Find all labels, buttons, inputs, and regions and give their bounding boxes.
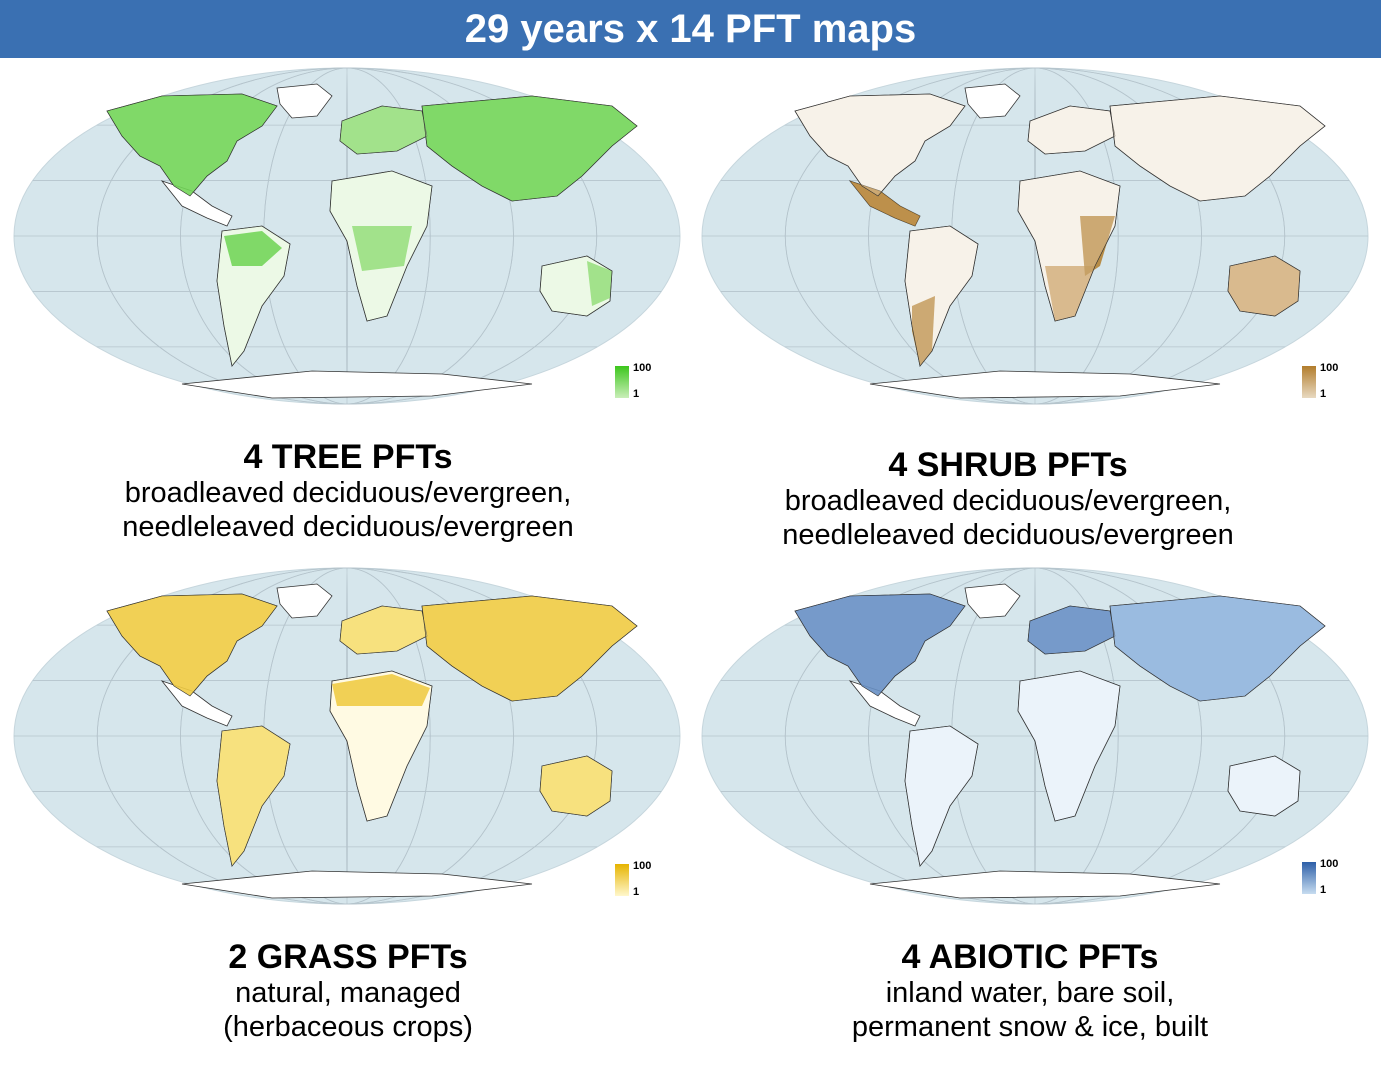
grass-caption-line-2: (herbaceous crops) [223, 1011, 473, 1043]
grass-map-coverage-aus [540, 756, 612, 816]
grass-map-land-ant [181, 870, 533, 899]
tree-legend-max: 100 [633, 362, 652, 374]
tree-map-speckle-afr [329, 170, 433, 322]
banner-title: 29 years x 14 PFT maps [0, 0, 1381, 58]
tree-legend-min: 1 [633, 388, 640, 400]
tree-caption: 4 TREE PFTs broadleaved deciduous/evergr… [8, 438, 688, 544]
abiotic-map-speckle-eu [1027, 605, 1116, 655]
grass-map-speckle-afr [329, 670, 433, 822]
abiotic-map [700, 566, 1370, 906]
abiotic-map-coverage-eu [1028, 606, 1115, 654]
shrub-map-coverage-sam-s [912, 296, 935, 366]
tree-map [12, 66, 682, 406]
grass-map [12, 566, 682, 906]
shrub-legend: 100 1 [1302, 362, 1381, 412]
abiotic-legend-max: 100 [1320, 858, 1339, 870]
tree-map-coverage-aus-e [587, 261, 612, 306]
shrub-caption: 4 SHRUB PFTs broadleaved deciduous/everg… [668, 446, 1348, 552]
grass-map-land-gl [276, 583, 333, 619]
tree-legend: 100 1 [615, 362, 695, 412]
abiotic-caption-title: 4 ABIOTIC PFTs [901, 938, 1159, 976]
shrub-map-speckle-na [794, 93, 966, 197]
tree-map-land-ant [181, 370, 533, 399]
grass-legend-max: 100 [633, 860, 652, 872]
tree-map-coverage-afr-c [352, 226, 412, 271]
shrub-map-coverage-aus [1228, 256, 1300, 316]
tree-caption-title: 4 TREE PFTs [243, 438, 453, 476]
abiotic-map-speckle-na [794, 593, 966, 697]
shrub-map-speckle-eu [1027, 105, 1116, 155]
grass-map-speckle-eu [339, 605, 428, 655]
grass-map-speckle-asia [421, 595, 638, 702]
tree-legend-swatch [615, 366, 629, 398]
tree-map-land-gl [276, 83, 333, 119]
shrub-legend-max: 100 [1320, 362, 1339, 374]
shrub-map-speckle-aus [1227, 255, 1301, 317]
tree-map-speckle-asia [421, 95, 638, 202]
abiotic-map-speckle-sam [904, 725, 979, 867]
shrub-map-coverage-afr-e [1080, 216, 1115, 276]
grass-caption: 2 GRASS PFTs natural, managed (herbaceou… [8, 938, 688, 1044]
tree-map-coverage-sam-n [224, 231, 282, 266]
tree-map-speckle-aus [539, 255, 613, 317]
shrub-map-svg [701, 67, 1369, 405]
grass-map-land-mex [160, 680, 233, 727]
grass-map-coverage-eu [340, 606, 427, 654]
abiotic-legend-min: 1 [1320, 884, 1327, 896]
abiotic-map-land-gl [964, 583, 1021, 619]
shrub-map-speckle-afr [1017, 170, 1121, 322]
grass-caption-line-1: natural, managed [235, 977, 461, 1009]
abiotic-caption: 4 ABIOTIC PFTs inland water, bare soil, … [690, 938, 1370, 1044]
tree-map-speckle-sam [216, 225, 291, 367]
tree-map-land-mex [160, 180, 233, 227]
grass-map-speckle-aus [539, 755, 613, 817]
grass-legend-min: 1 [633, 886, 640, 898]
shrub-legend-min: 1 [1320, 388, 1327, 400]
abiotic-legend: 100 1 [1302, 858, 1381, 908]
grass-map-coverage-afr-n [332, 674, 430, 706]
grass-map-speckle-sam [216, 725, 291, 867]
tree-map-coverage-eu [340, 106, 427, 154]
shrub-map [700, 66, 1370, 406]
abiotic-map-land-ant [869, 870, 1221, 899]
abiotic-caption-line-1: inland water, bare soil, [885, 977, 1175, 1009]
shrub-map-land-gl [964, 83, 1021, 119]
grass-map-svg [13, 567, 681, 905]
shrub-map-coverage-afr-s [1045, 266, 1095, 321]
abiotic-legend-swatch [1302, 862, 1316, 894]
shrub-caption-title: 4 SHRUB PFTs [888, 446, 1128, 484]
tree-caption-line-2: needleleaved deciduous/evergreen [122, 511, 574, 543]
grass-map-coverage-na [107, 594, 277, 696]
abiotic-map-coverage-na [795, 594, 965, 696]
abiotic-map-speckle-aus [1227, 755, 1301, 817]
abiotic-map-land-mex [848, 680, 921, 727]
abiotic-caption-line-2: permanent snow & ice, built [851, 1011, 1209, 1043]
shrub-legend-swatch [1302, 366, 1316, 398]
tree-map-speckle-eu [339, 105, 428, 155]
tree-map-coverage-na [107, 94, 277, 196]
shrub-map-land-ant [869, 370, 1221, 399]
abiotic-map-svg [701, 567, 1369, 905]
tree-map-speckle-na [106, 93, 278, 197]
shrub-map-speckle-asia [1109, 95, 1326, 202]
grass-legend: 100 1 [615, 860, 695, 910]
grass-map-coverage-sam [217, 726, 290, 866]
shrub-map-speckle-sam [904, 225, 979, 367]
grass-map-speckle-na [106, 593, 278, 697]
shrub-caption-line-2: needleleaved deciduous/evergreen [782, 519, 1234, 551]
abiotic-map-speckle-afr [1017, 670, 1121, 822]
tree-map-svg [13, 67, 681, 405]
grass-caption-title: 2 GRASS PFTs [228, 938, 468, 976]
shrub-map-coverage-mex [850, 181, 920, 226]
tree-caption-line-1: broadleaved deciduous/evergreen, [124, 477, 572, 509]
abiotic-map-speckle-asia [1109, 595, 1326, 702]
shrub-caption-line-1: broadleaved deciduous/evergreen, [784, 485, 1232, 517]
grass-legend-swatch [615, 864, 629, 896]
